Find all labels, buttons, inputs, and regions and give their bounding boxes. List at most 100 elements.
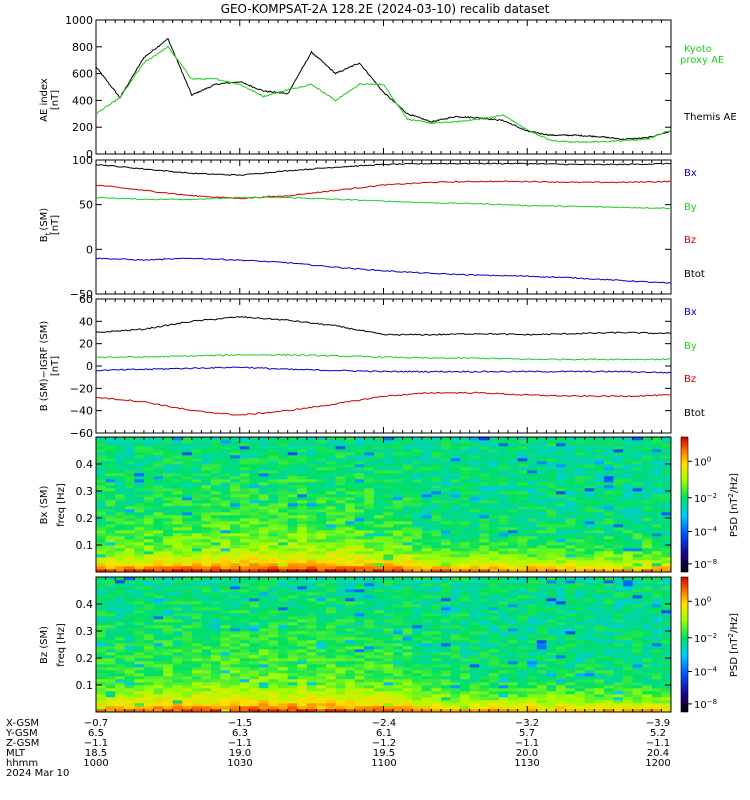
spectrogram-cell: [527, 476, 538, 480]
spectrogram-cell: [115, 619, 126, 623]
spectrogram-cell: [575, 497, 586, 501]
spectrogram-cell: [115, 563, 126, 567]
spectrogram-cell: [191, 679, 202, 683]
spectrogram-cell: [393, 661, 403, 665]
spectrogram-cell: [287, 595, 298, 599]
spectrogram-cell: [297, 440, 308, 444]
spectrogram-cell: [335, 470, 346, 474]
spectrogram-cell: [306, 449, 317, 453]
spectrogram-cell: [201, 658, 212, 662]
spectrogram-cell: [258, 580, 269, 584]
spectrogram-cell: [345, 554, 356, 558]
spectrogram-cell: [268, 563, 279, 567]
spectrogram-cell: [153, 545, 164, 549]
spectrogram-cell: [421, 583, 432, 587]
spectrogram-cell: [584, 554, 595, 558]
spectrogram-cell: [479, 446, 490, 450]
spectrogram-cell: [239, 619, 250, 623]
spectrogram-cell: [297, 500, 308, 504]
spectrogram-cell: [182, 676, 193, 680]
spectrogram-cell: [584, 500, 595, 504]
spectrogram-cell: [297, 688, 308, 692]
spectrogram-cell: [412, 452, 423, 456]
spectrogram-cell: [623, 464, 633, 468]
spectrogram-cell: [258, 491, 269, 495]
spectrogram-cell: [345, 533, 356, 537]
spectrogram-cell: [412, 443, 423, 447]
spectrogram-cell: [239, 688, 250, 692]
spectrogram-cell: [345, 509, 356, 513]
spectrogram-cell: [239, 563, 250, 567]
spectrogram-cell: [239, 554, 250, 558]
spectrogram-cell: [517, 470, 528, 474]
spectrogram-cell: [182, 479, 193, 483]
spectrogram-cell: [661, 506, 672, 510]
spectrogram-cell: [565, 488, 576, 492]
spectrogram-cell: [575, 482, 586, 486]
spectrogram-cell: [268, 658, 279, 662]
spectrogram-cell: [191, 688, 202, 692]
spectrogram-cell: [498, 566, 509, 570]
spectrogram-cell: [201, 655, 212, 659]
spectrogram-cell: [508, 455, 518, 459]
spectrogram-cell: [603, 539, 614, 543]
spectrogram-cell: [326, 539, 336, 543]
spectrogram-cell: [287, 455, 298, 459]
spectrogram-cell: [316, 494, 327, 498]
spectrogram-cell: [220, 491, 231, 495]
spectrogram-cell: [172, 595, 183, 599]
spectrogram-cell: [412, 482, 423, 486]
spectrogram-cell: [373, 664, 384, 668]
spectrogram-cell: [632, 479, 643, 483]
spectrogram-cell: [431, 700, 442, 704]
spectrogram-cell: [172, 566, 183, 570]
spectrogram-cell: [172, 449, 183, 453]
spectrogram-cell: [163, 634, 173, 638]
spectrogram-cell: [134, 509, 145, 513]
y-tick-label: −50: [70, 288, 93, 301]
spectrogram-cell: [421, 709, 432, 713]
spectrogram-cell: [517, 557, 528, 561]
spectrogram-cell: [201, 640, 212, 644]
series-line-themis-ae: [95, 37, 671, 141]
spectrogram-cell: [172, 515, 183, 519]
spectrogram-cell: [546, 515, 557, 519]
spectrogram-cell: [239, 604, 250, 608]
spectrogram-cell: [134, 440, 145, 444]
spectrogram-cell: [441, 598, 451, 602]
spectrogram-cell: [172, 437, 183, 441]
spectrogram-cell: [306, 551, 317, 555]
spectrogram-cell: [220, 539, 231, 543]
spectrogram-cell: [249, 667, 260, 671]
spectrogram-cell: [306, 470, 317, 474]
spectrogram-cell: [268, 601, 279, 605]
spectrogram-cell: [268, 518, 279, 522]
spectrogram-cell: [412, 607, 423, 611]
spectrogram-cell: [268, 628, 279, 632]
spectrogram-cell: [268, 577, 279, 581]
spectrogram-cell: [373, 536, 384, 540]
spectrogram-cell: [345, 592, 356, 596]
spectrogram-cell: [211, 664, 221, 668]
spectrogram-cell: [373, 607, 384, 611]
spectrogram-cell: [230, 685, 241, 689]
spectrogram-cell: [258, 527, 269, 531]
spectrogram-cell: [124, 697, 135, 701]
spectrogram-cell: [383, 485, 394, 489]
spectrogram-cell: [393, 506, 403, 510]
spectrogram-cell: [278, 461, 288, 465]
bdiff-legend-bz: Bz: [684, 374, 696, 385]
spectrogram-cell: [239, 548, 250, 552]
spectrogram-cell: [249, 643, 260, 647]
spectrogram-cell: [105, 625, 116, 629]
spectrogram-cell: [96, 542, 106, 546]
spectrogram-cell: [163, 589, 173, 593]
spectrogram-cell: [345, 449, 356, 453]
spectrogram-cell: [211, 682, 221, 686]
spectrogram-cell: [335, 515, 346, 519]
spectrogram-cell: [402, 476, 413, 480]
spectrogram-cell: [488, 461, 499, 465]
spectrogram-cell: [402, 509, 413, 513]
spectrogram-cell: [441, 524, 451, 528]
spectrogram-cell: [393, 640, 403, 644]
